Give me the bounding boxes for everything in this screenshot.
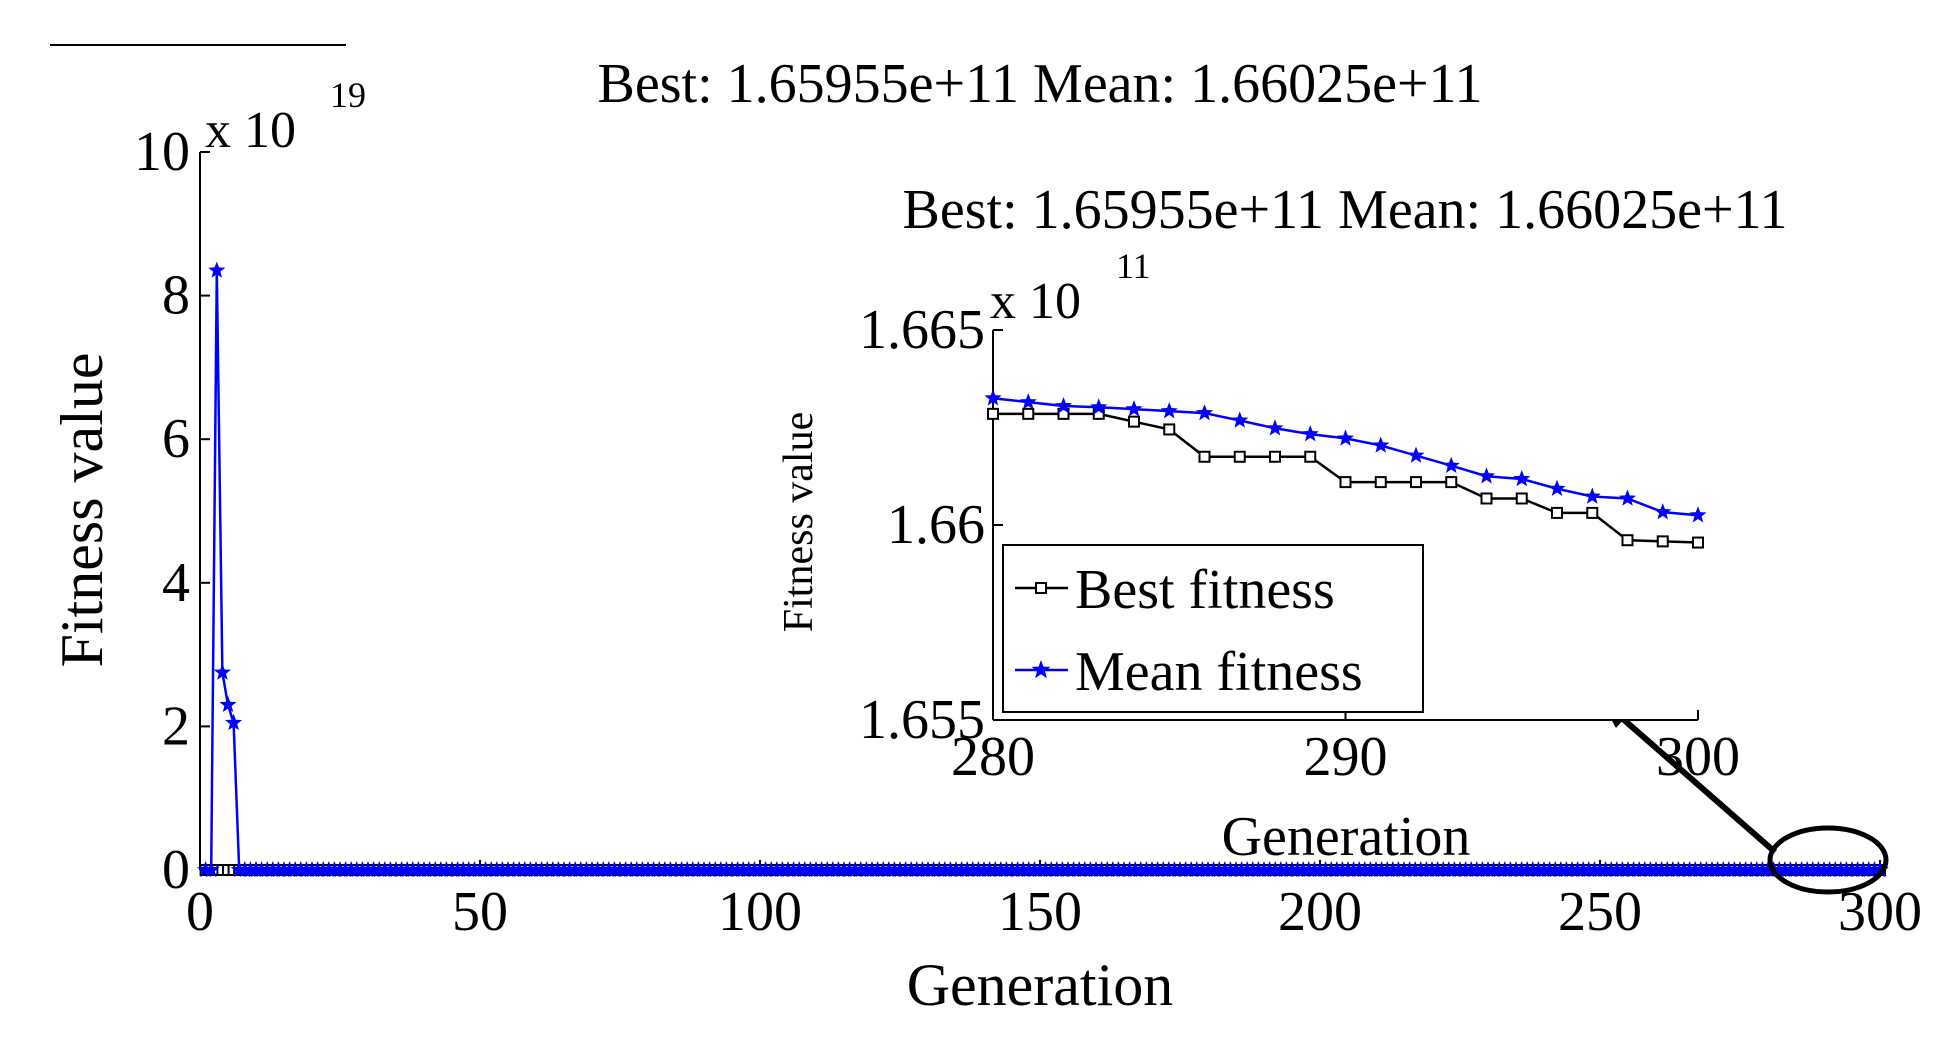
inset-best-fitness-point bbox=[1374, 476, 1387, 489]
inset-best-fitness-point bbox=[1128, 415, 1140, 428]
inset-mean-fitness-point bbox=[1019, 393, 1037, 410]
main-series-group bbox=[197, 261, 1889, 878]
legend-label-mean: Mean fitness bbox=[1075, 641, 1363, 703]
inset-best-fitness-point bbox=[1410, 476, 1422, 489]
main-y-tick-label: 6 bbox=[162, 408, 190, 470]
inset-best-fitness-point bbox=[1656, 535, 1669, 548]
main-x-tick-label: 0 bbox=[186, 881, 214, 943]
main-x-tick-label: 50 bbox=[452, 881, 508, 943]
main-x-tick-label: 200 bbox=[1278, 881, 1362, 943]
inset-series-group bbox=[984, 389, 1707, 549]
main-mean-fitness-point bbox=[225, 713, 243, 731]
main-y-tick-label: 8 bbox=[162, 265, 190, 327]
main-title: Best: 1.65955e+11 Mean: 1.66025e+11 bbox=[598, 53, 1483, 115]
inset-mean-fitness-point bbox=[1689, 506, 1707, 523]
inset-best-fitness-point bbox=[1339, 476, 1352, 489]
inset-best-fitness-point bbox=[1621, 534, 1634, 547]
inset-best-fitness-point bbox=[1233, 450, 1246, 463]
zoom-ellipse bbox=[1767, 825, 1889, 895]
inset-best-fitness-point bbox=[1551, 506, 1563, 519]
main-y-tick-label: 4 bbox=[162, 552, 190, 614]
main-x-tick-label: 150 bbox=[998, 881, 1082, 943]
inset-mean-fitness-point bbox=[1513, 469, 1531, 487]
inset-mean-fitness-point bbox=[1231, 411, 1249, 428]
inset-x-tick-label: 300 bbox=[1656, 726, 1740, 788]
legend-label-best: Best fitness bbox=[1075, 559, 1335, 621]
zoom-arrow-shaft bbox=[1613, 709, 1777, 855]
inset-best-fitness-point bbox=[1515, 492, 1528, 505]
main-chart: Best: 1.65955e+11 Mean: 1.66025e+11 x 10… bbox=[49, 53, 1922, 1018]
inset-chart: Best: 1.65955e+11 Mean: 1.66025e+11 x 10… bbox=[776, 179, 1787, 868]
inset-best-fitness-point bbox=[1692, 536, 1704, 549]
inset-mean-fitness-point bbox=[1054, 397, 1073, 414]
inset-x-label: Generation bbox=[1222, 806, 1471, 868]
inset-y-tick-label: 1.655 bbox=[859, 689, 985, 751]
main-y-label: Fitness value bbox=[49, 353, 115, 668]
inset-mean-fitness-point bbox=[1654, 503, 1672, 520]
inset-mean-fitness-point bbox=[1407, 446, 1425, 463]
inset-y-label: Fitness value bbox=[776, 412, 822, 632]
inset-mean-fitness-point bbox=[1477, 467, 1496, 484]
inset-best-fitness-point bbox=[1304, 450, 1317, 463]
inset-mean-fitness-point bbox=[1548, 479, 1566, 497]
inset-mean-fitness-point bbox=[1125, 400, 1143, 417]
inset-mean-fitness-point bbox=[1618, 489, 1637, 506]
inset-mean-fitness-point bbox=[1301, 425, 1319, 442]
inset-mean-fitness-point bbox=[1090, 398, 1108, 415]
inset-legend: Best fitness Mean fitness bbox=[1002, 544, 1424, 713]
main-y-tick-label: 0 bbox=[162, 839, 190, 901]
inset-best-fitness-point bbox=[1586, 506, 1599, 519]
main-exponent-label: x 10 bbox=[205, 102, 296, 159]
inset-mean-fitness-point bbox=[1372, 436, 1390, 453]
main-mean-fitness-point bbox=[202, 861, 220, 878]
legend-swatch-best-marker bbox=[1035, 582, 1047, 594]
inset-mean-fitness-point bbox=[1266, 419, 1284, 436]
main-mean-fitness-point bbox=[213, 663, 231, 680]
inset-x-ticks: 280 290 300 bbox=[951, 710, 1740, 788]
inset-mean-fitness-point bbox=[1583, 487, 1601, 504]
inset-title: Best: 1.65955e+11 Mean: 1.66025e+11 bbox=[903, 179, 1788, 241]
inset-exponent-label: x 10 bbox=[990, 273, 1081, 330]
main-exponent-power: 19 bbox=[330, 75, 366, 115]
legend-swatch-mean-marker bbox=[1031, 660, 1051, 679]
inset-y-ticks: 1.655 1.66 1.665 bbox=[859, 299, 1003, 751]
inset-y-tick-label: 1.665 bbox=[859, 299, 985, 361]
inset-best-fitness-point bbox=[1480, 492, 1493, 505]
inset-best-fitness-point bbox=[1445, 476, 1458, 489]
inset-best-fitness-point bbox=[987, 407, 999, 420]
inset-exponent-base: x 10 bbox=[990, 273, 1081, 330]
inset-mean-fitness-point bbox=[1442, 456, 1460, 473]
main-exponent-base: x 10 bbox=[205, 102, 296, 159]
inset-mean-fitness-point bbox=[984, 389, 1002, 406]
main-y-tick-label: 10 bbox=[134, 121, 190, 183]
inset-mean-fitness-point bbox=[1160, 402, 1178, 419]
main-x-label: Generation bbox=[907, 952, 1174, 1018]
main-x-ticks: 0 50 100 150 200 250 300 bbox=[186, 860, 1922, 943]
inset-mean-fitness-point bbox=[1195, 404, 1214, 421]
main-y-tick-label: 2 bbox=[162, 695, 190, 757]
inset-best-fitness-point bbox=[1198, 450, 1211, 463]
inset-x-tick-label: 280 bbox=[951, 726, 1035, 788]
inset-best-fitness-point bbox=[1022, 407, 1035, 420]
inset-mean-fitness-point bbox=[1336, 429, 1355, 446]
main-y-ticks: 0 2 4 6 8 10 bbox=[134, 121, 210, 901]
inset-y-tick-label: 1.66 bbox=[887, 494, 985, 556]
main-mean-fitness-point bbox=[219, 695, 237, 713]
main-mean-fitness-point bbox=[208, 261, 226, 278]
inset-best-fitness-point bbox=[1163, 423, 1176, 436]
inset-best-fitness-point bbox=[1269, 450, 1281, 463]
inset-exponent-power: 11 bbox=[1116, 246, 1151, 286]
inset-x-tick-label: 290 bbox=[1304, 726, 1388, 788]
main-x-tick-label: 250 bbox=[1558, 881, 1642, 943]
legend-box bbox=[1002, 544, 1424, 713]
main-x-tick-label: 100 bbox=[718, 881, 802, 943]
main-mean-fitness-point bbox=[1871, 861, 1889, 878]
